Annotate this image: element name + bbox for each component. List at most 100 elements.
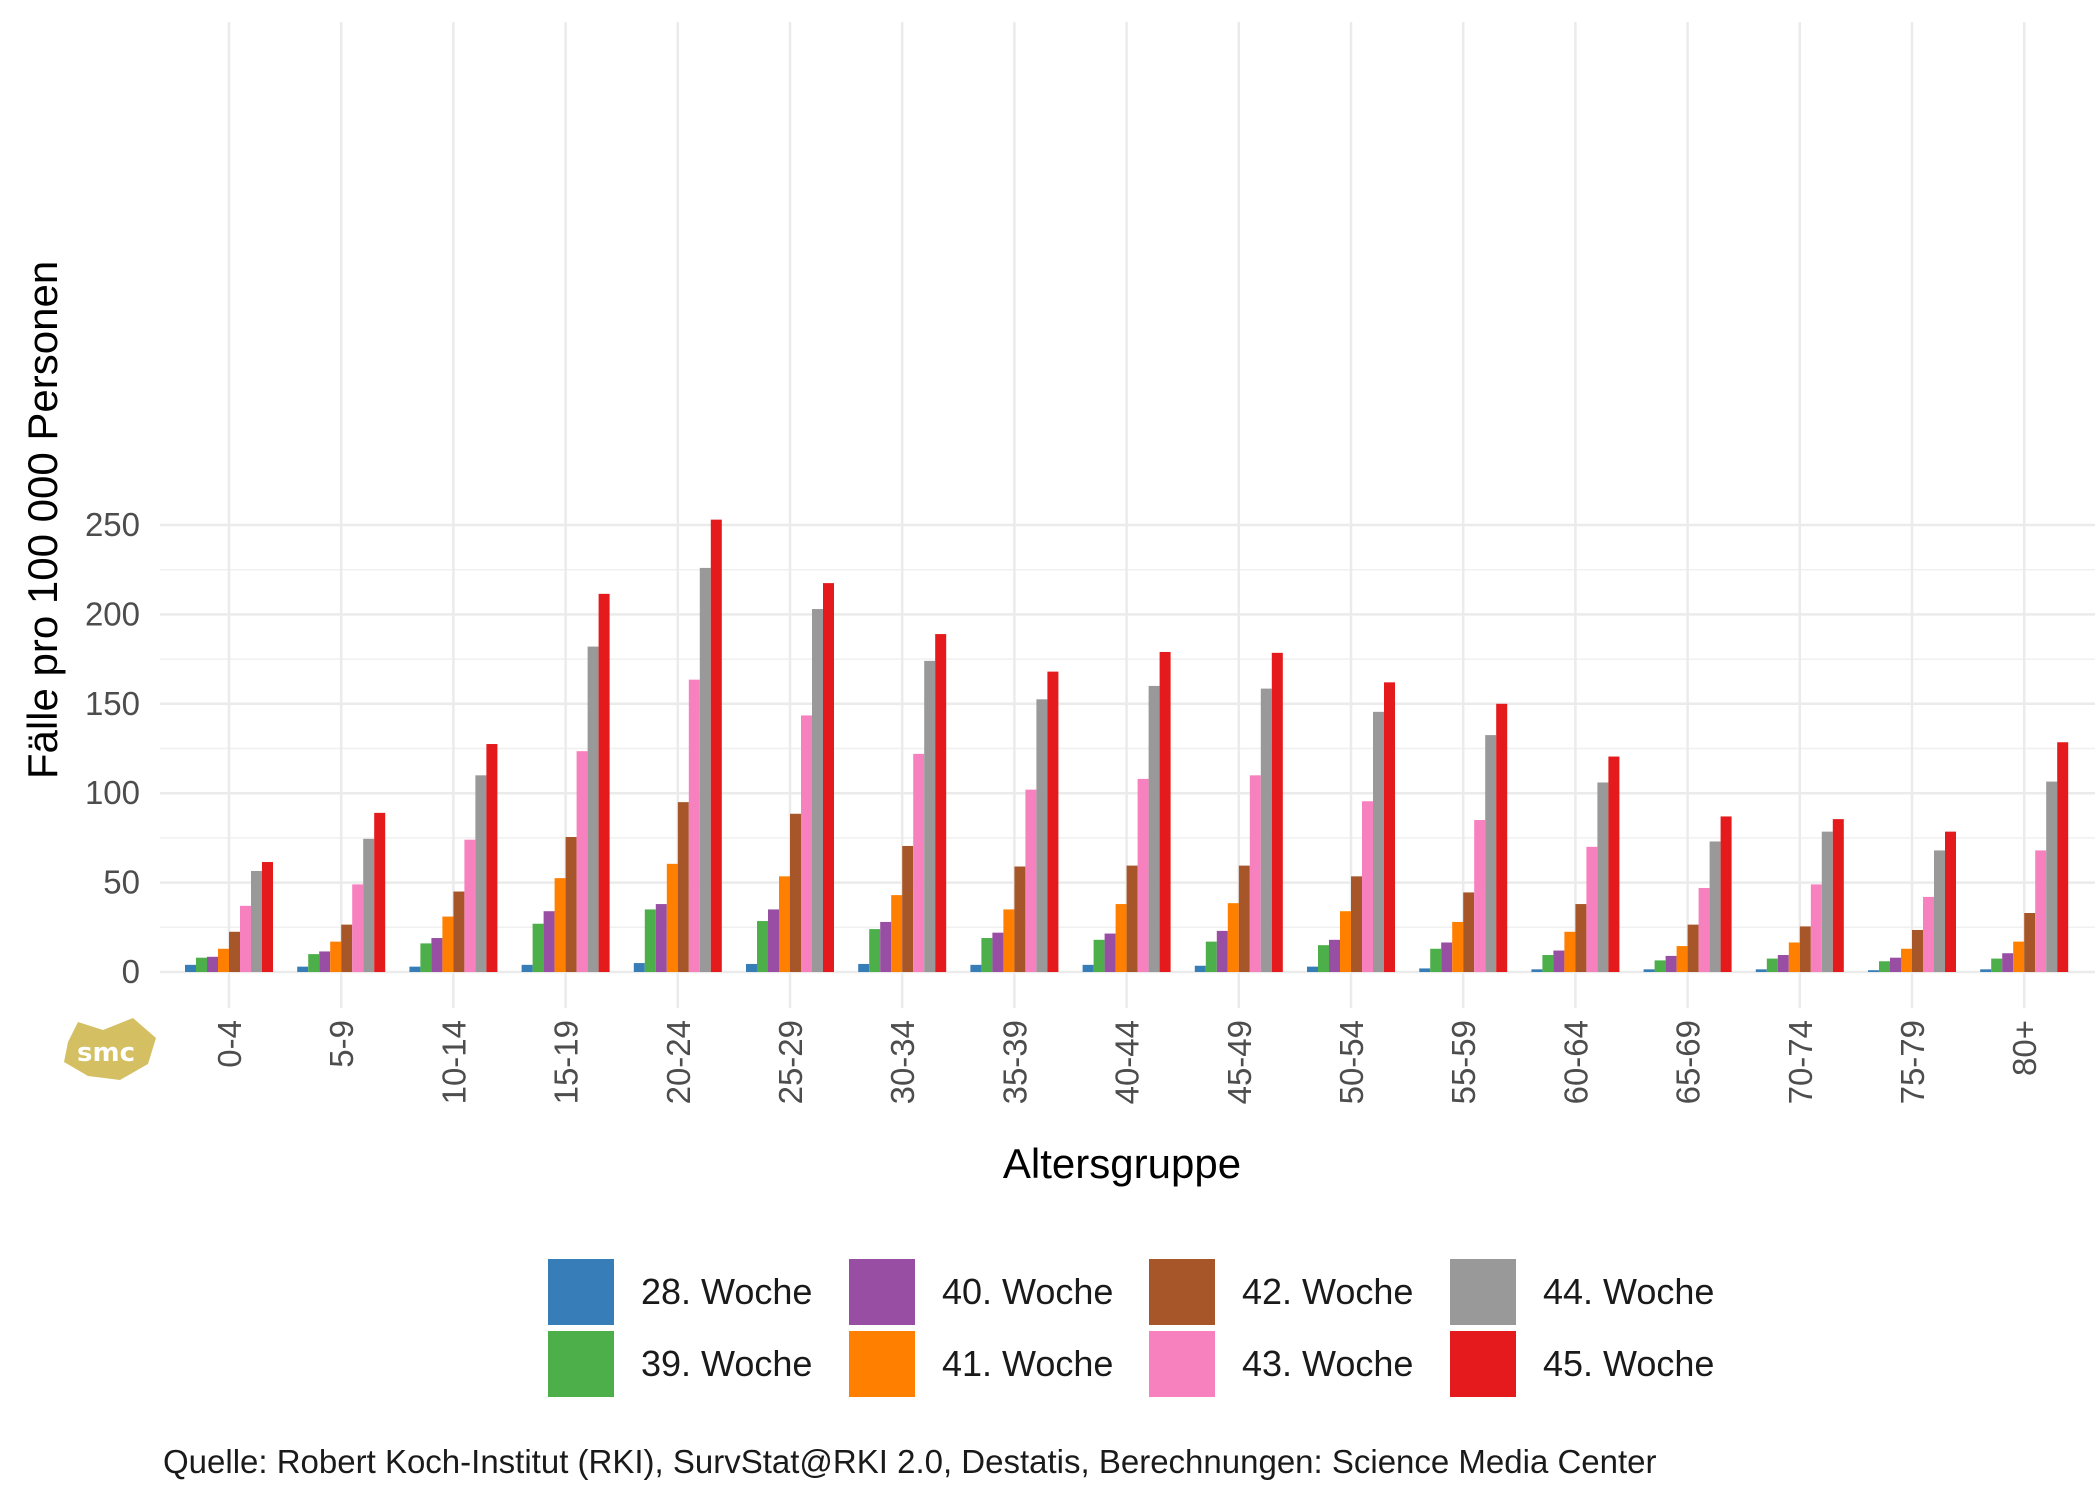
bar (1271, 652, 1283, 972)
bar (1329, 939, 1340, 972)
bar (308, 954, 320, 972)
bar (1159, 651, 1171, 972)
bar (2035, 850, 2047, 972)
bar (1698, 887, 1710, 972)
bar (666, 863, 678, 972)
bar (1821, 831, 1833, 972)
bar (565, 837, 577, 972)
bar (1238, 865, 1250, 972)
legend-swatch (1450, 1331, 1516, 1397)
bar (1003, 909, 1015, 972)
x-tick-label: 10-14 (435, 1020, 472, 1104)
legend-label: 45. Woche (1543, 1343, 1714, 1384)
bar (1463, 892, 1475, 972)
bar (779, 876, 790, 972)
y-tick-label: 50 (103, 864, 140, 901)
bar (543, 911, 555, 972)
bar (746, 963, 757, 972)
bar (229, 931, 240, 972)
bar (554, 878, 566, 972)
bar (677, 802, 689, 972)
bar (319, 951, 331, 972)
bar (1643, 969, 1655, 972)
bar (1720, 816, 1732, 972)
legend-label: 42. Woche (1242, 1271, 1413, 1312)
legend-swatch (548, 1259, 614, 1325)
bar (1654, 960, 1666, 972)
x-tick-label: 40-44 (1109, 1020, 1146, 1104)
bar (1934, 850, 1945, 972)
bar (185, 964, 196, 972)
bar (801, 715, 812, 972)
bar (1575, 904, 1587, 972)
bar (1441, 942, 1453, 972)
grid-lines (160, 22, 2095, 1008)
legend-label: 39. Woche (641, 1343, 812, 1384)
bar (710, 519, 722, 972)
bar (1496, 703, 1508, 972)
bar (1608, 756, 1620, 972)
bar (431, 938, 443, 972)
bar (1531, 969, 1543, 972)
bar (1452, 921, 1464, 972)
bars (185, 519, 2069, 972)
bar (218, 948, 229, 972)
bar (1788, 942, 1800, 972)
bar (1384, 682, 1395, 972)
bar (1676, 946, 1688, 972)
bar (374, 812, 386, 972)
bar (1205, 941, 1217, 972)
bar (1104, 933, 1116, 972)
bar (699, 567, 711, 972)
bar (924, 660, 936, 972)
bar (1709, 841, 1721, 972)
legend-swatch (849, 1259, 915, 1325)
bar (464, 839, 476, 972)
bar (902, 845, 914, 972)
bar (587, 646, 599, 972)
bar (1260, 688, 1272, 972)
y-tick-label: 200 (85, 595, 140, 632)
y-tick-label: 150 (85, 685, 140, 722)
legend-label: 41. Woche (942, 1343, 1113, 1384)
y-tick-label: 0 (122, 953, 140, 990)
bar (1799, 926, 1811, 972)
logo-text: smc (77, 1038, 135, 1068)
bar (1014, 866, 1026, 972)
bar (1373, 711, 1384, 972)
x-tick-label: 60-64 (1557, 1020, 1594, 1104)
bar (1474, 820, 1486, 972)
bar (1047, 671, 1059, 972)
bar (1923, 896, 1934, 972)
bar (913, 753, 925, 972)
bar (1890, 957, 1901, 972)
bar (858, 963, 870, 972)
bar (1868, 970, 1879, 972)
bar (1586, 846, 1598, 972)
legend-label: 44. Woche (1543, 1271, 1714, 1312)
x-axis-ticks: 0-4 5-9 10-14 15-19 20-24 25-29 30-34 35-39 40-4… (211, 1020, 2043, 1104)
y-tick-label: 100 (85, 774, 140, 811)
bar (655, 904, 667, 972)
legend-swatch (548, 1331, 614, 1397)
bar (1137, 778, 1149, 972)
bar (1249, 775, 1261, 972)
bar (196, 957, 207, 972)
y-tick-label: 250 (85, 506, 140, 543)
bar (475, 775, 487, 972)
bar (240, 905, 251, 972)
x-tick-label: 5-9 (323, 1020, 360, 1068)
bar (2024, 912, 2036, 972)
bar (1485, 735, 1497, 972)
bar (633, 963, 645, 972)
y-axis-ticks: 0 50 100 150 200 250 (85, 506, 140, 990)
bar (644, 909, 656, 972)
bar (1115, 904, 1127, 972)
bar (1980, 969, 1992, 972)
x-tick-label: 55-59 (1445, 1020, 1482, 1104)
x-tick-label: 45-49 (1221, 1020, 1258, 1104)
bar (352, 884, 364, 972)
legend-swatch (1149, 1331, 1215, 1397)
bar (1419, 968, 1431, 972)
